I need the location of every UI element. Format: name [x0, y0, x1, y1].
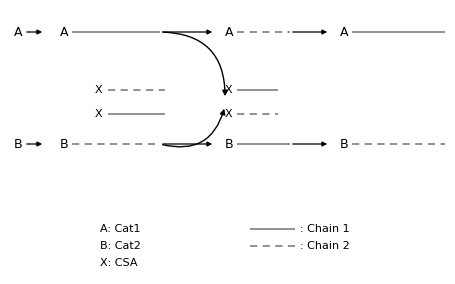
Text: B: B — [225, 137, 233, 151]
Text: : Chain 2: : Chain 2 — [300, 241, 350, 251]
Text: X: X — [95, 109, 103, 119]
Text: A: Cat1: A: Cat1 — [100, 224, 141, 234]
Text: X: X — [225, 109, 233, 119]
Text: X: X — [225, 85, 233, 95]
Text: X: CSA: X: CSA — [100, 258, 137, 268]
Text: X: X — [95, 85, 103, 95]
Text: A: A — [14, 26, 22, 39]
Text: B: B — [60, 137, 69, 151]
Text: B: B — [340, 137, 349, 151]
Text: : Chain 1: : Chain 1 — [300, 224, 349, 234]
Text: A: A — [225, 26, 233, 39]
Text: A: A — [340, 26, 349, 39]
Text: B: B — [14, 137, 23, 151]
Text: A: A — [60, 26, 69, 39]
Text: B: Cat2: B: Cat2 — [100, 241, 141, 251]
